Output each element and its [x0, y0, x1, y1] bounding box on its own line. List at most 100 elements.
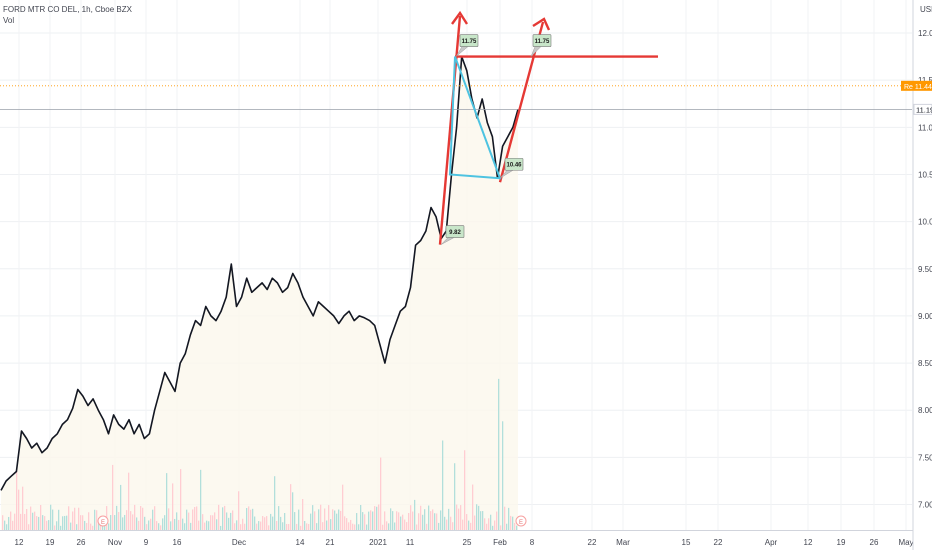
volume-bar [116, 505, 118, 530]
volume-bar [244, 523, 246, 530]
volume-bar [180, 469, 182, 530]
x-tick-label: May [898, 538, 913, 547]
volume-bar [356, 513, 358, 530]
volume-bar [122, 517, 124, 530]
volume-bar [368, 511, 370, 530]
y-tick-label: 9.50 [918, 265, 932, 274]
volume-bar [348, 522, 350, 530]
volume-bar [232, 510, 234, 530]
x-tick-label: Nov [108, 538, 122, 547]
earnings-marker [515, 515, 527, 527]
volume-bar [444, 516, 446, 530]
volume-bar [152, 509, 154, 530]
volume-bar [212, 515, 214, 530]
volume-bar [302, 499, 304, 530]
volume-bar [258, 521, 260, 530]
x-tick-label: 9 [144, 538, 149, 547]
price-line [0, 55, 519, 491]
volume-bar [264, 517, 266, 530]
volume-bar [238, 491, 240, 530]
x-tick-label: 15 [682, 538, 691, 547]
volume-bar [240, 524, 242, 530]
volume-bar [182, 518, 184, 530]
volume-bar [414, 499, 416, 530]
volume-bar [416, 524, 418, 530]
volume-bar [360, 505, 362, 530]
volume-bar [374, 506, 376, 530]
volume-bar [458, 508, 460, 530]
volume-bar [296, 523, 298, 530]
volume-bar [512, 516, 514, 530]
volume-bar [74, 507, 76, 530]
volume-bar [54, 525, 56, 530]
volume-bar [290, 484, 292, 530]
volume-bar [442, 440, 444, 530]
y-tick-label: 7.00 [918, 501, 932, 510]
x-tick-label: 19 [46, 538, 55, 547]
volume-bar [226, 512, 228, 530]
volume-bar [288, 524, 290, 530]
volume-bar [82, 515, 84, 530]
volume-label: Vol [3, 16, 15, 25]
volume-bar [328, 505, 330, 530]
volume-bar [38, 516, 40, 530]
volume-bar [34, 511, 36, 530]
volume-bar [452, 522, 454, 530]
volume-bar [136, 517, 138, 530]
volume-bar [262, 516, 264, 530]
volume-bar [186, 509, 188, 530]
volume-bar [124, 514, 126, 530]
volume-bar [410, 505, 412, 530]
volume-bar [254, 516, 256, 530]
earnings-marker-label: E [519, 520, 523, 526]
volume-bar [492, 525, 494, 530]
x-tick-label: 8 [530, 538, 535, 547]
volume-bar [126, 510, 128, 530]
volume-bar [482, 511, 484, 530]
x-tick-label: Dec [232, 538, 246, 547]
volume-bar [322, 522, 324, 530]
volume-bar [188, 512, 190, 530]
volume-bar [480, 511, 482, 530]
y-tick-label: 8.50 [918, 359, 932, 368]
volume-bar [208, 521, 210, 530]
volume-bar [274, 476, 276, 530]
volume-bar [4, 520, 6, 530]
volume-bar [36, 516, 38, 530]
volume-bar [394, 522, 396, 530]
volume-bar [316, 523, 318, 530]
volume-bar [206, 520, 208, 530]
volume-bar [272, 516, 274, 530]
x-tick-label: 26 [77, 538, 86, 547]
volume-bar [276, 520, 278, 530]
earnings-marker [97, 515, 109, 527]
callout-box [504, 157, 524, 171]
volume-bar [286, 523, 288, 530]
volume-bar [324, 508, 326, 530]
volume-bar [154, 506, 156, 530]
volume-bar [204, 522, 206, 530]
callout-box [459, 34, 479, 47]
volume-bar [70, 522, 72, 530]
volume-bar [236, 520, 238, 530]
x-tick-label: 14 [296, 538, 305, 547]
volume-bar [150, 518, 152, 530]
volume-bar [92, 525, 94, 530]
volume-bar [118, 512, 120, 530]
volume-bar [370, 510, 372, 530]
volume-bar [72, 511, 74, 530]
volume-bar [508, 507, 510, 530]
volume-bar [504, 506, 506, 530]
volume-bar [490, 514, 492, 530]
x-tick-label: Mar [616, 538, 630, 547]
volume-bar [366, 524, 368, 530]
volume-bar [234, 523, 236, 530]
volume-bar [330, 519, 332, 530]
volume-bar [6, 524, 8, 530]
volume-bar [306, 523, 308, 530]
volume-bar [108, 523, 110, 530]
volume-bar [160, 525, 162, 530]
volume-bar [20, 513, 22, 530]
